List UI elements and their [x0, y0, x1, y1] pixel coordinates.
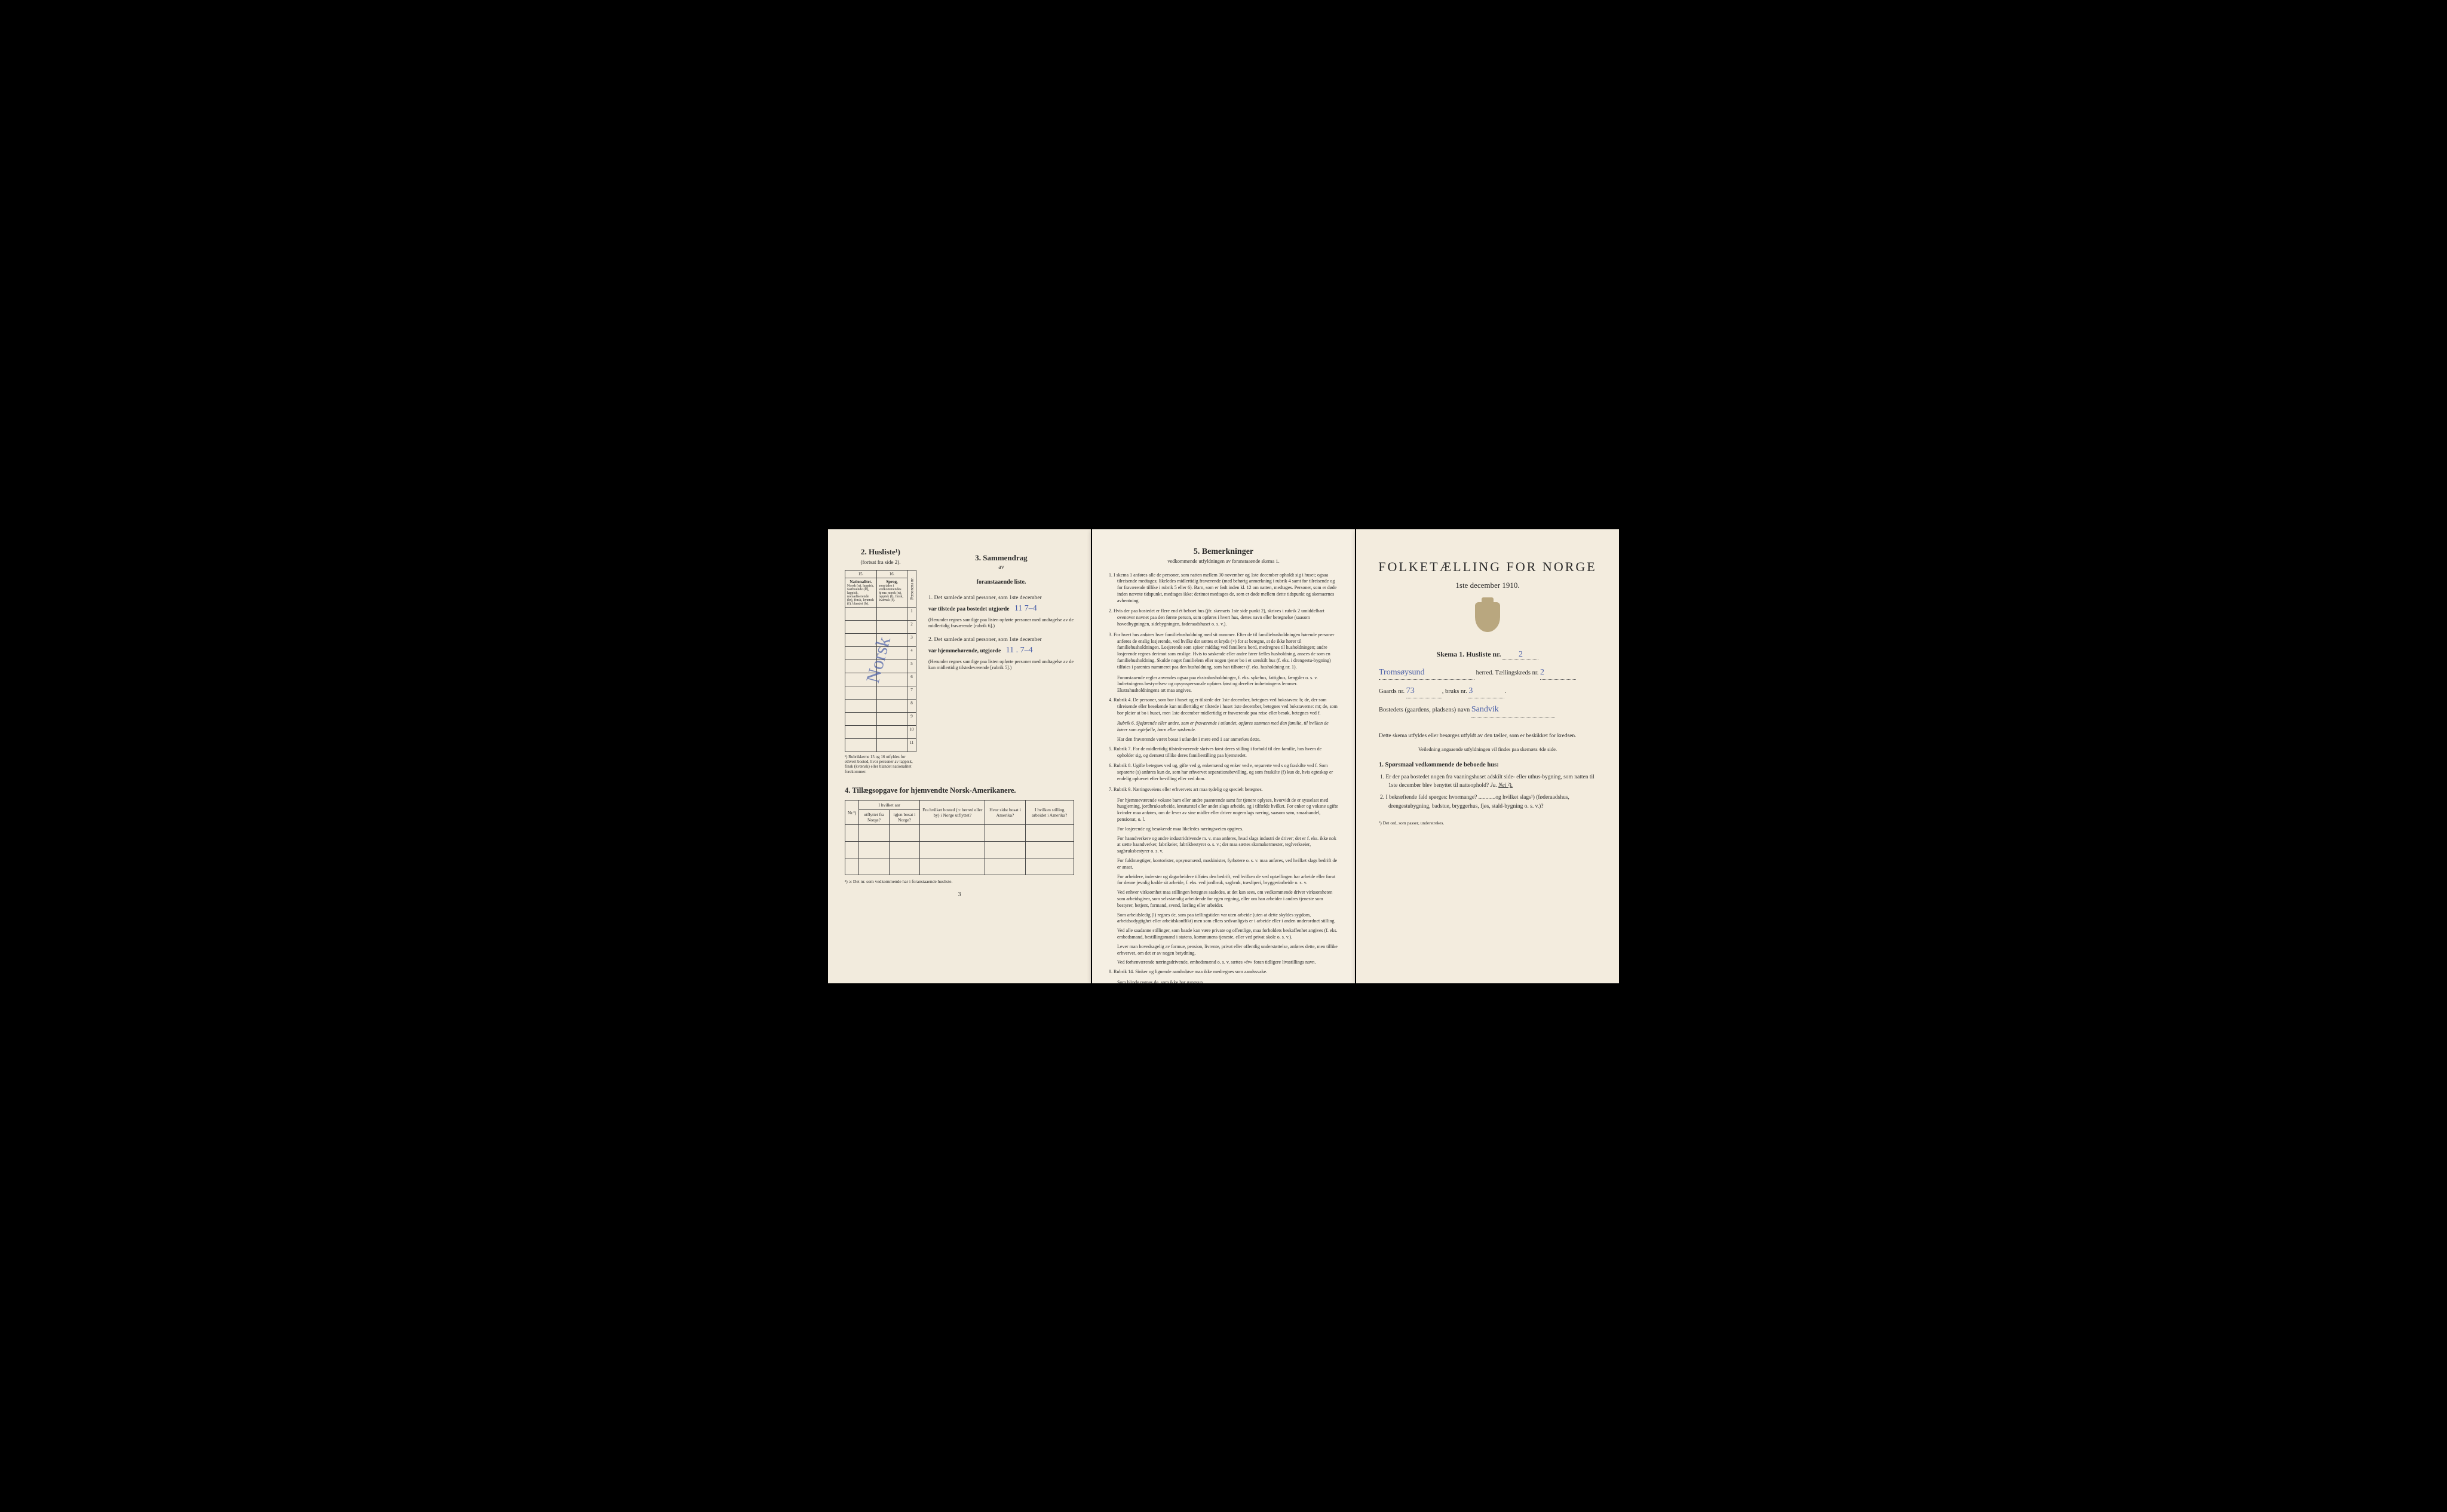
- page-number-3: 3: [845, 891, 1074, 898]
- table-footnote-1: ¹) Rubrikkerne 15 og 16 utfyldes for eth…: [845, 755, 916, 775]
- remark-item: 1. I skema 1 anføres alle de personer, s…: [1109, 572, 1338, 605]
- remark-sub: For fuldmægtiger, kontorister, opsynsmæn…: [1117, 858, 1338, 871]
- col-16-header: 16.: [876, 570, 907, 578]
- remark-sub: Som blinde regnes de, som ikke har gangs…: [1117, 980, 1338, 983]
- husliste-column: 2. Husliste¹) (fortsat fra side 2). 15. …: [845, 547, 916, 775]
- remark-item: 2. Hvis der paa bostedet er flere end ét…: [1109, 608, 1338, 627]
- gaards-nr-value: 73: [1406, 685, 1442, 698]
- footnote-2: ²) ɔ: Det nr. som vedkommende har i fora…: [845, 879, 1074, 884]
- remark-item: 4. Rubrik 4. De personer, som bor i huse…: [1109, 697, 1338, 716]
- fill-tilstede: 11 7–4: [1014, 604, 1037, 613]
- page-3: 2. Husliste¹) (fortsat fra side 2). 15. …: [828, 529, 1091, 983]
- remarks-list: 1. I skema 1 anføres alle de personer, s…: [1109, 572, 1338, 983]
- remark-item: 6. Rubrik 8. Ugifte betegnes ved ug, gif…: [1109, 763, 1338, 782]
- remark-sub: Lever man hovedsagelig av formue, pensio…: [1117, 944, 1338, 957]
- remark-sub: For haandverkere og andre industridriven…: [1117, 836, 1338, 855]
- page-cover: FOLKETÆLLING FOR NORGE 1ste december 191…: [1356, 529, 1619, 983]
- remark-sub: Ved alle saadanne stillinger, som baade …: [1117, 928, 1338, 941]
- amerikanere-table: Nr.²) I hvilket aar Fra hvilket bosted (…: [845, 800, 1074, 875]
- kreds-nr-value: 2: [1540, 666, 1576, 680]
- remark-sub: Rubrik 6. Sjøfarende eller andre, som er…: [1117, 720, 1338, 734]
- remark-sub: Som arbeidsledig (l) regnes de, som paa …: [1117, 912, 1338, 925]
- remark-sub: Foranstaaende regler anvendes ogsaa paa …: [1117, 675, 1338, 694]
- remark-sub: Ved enhver virksomhet maa stillingen bet…: [1117, 890, 1338, 909]
- husliste-nr-value: 2: [1502, 650, 1538, 660]
- summary-item-1: 1. Det samlede antal personer, som 1ste …: [928, 594, 1074, 630]
- fill-hjemme: 11 . 7–4: [1006, 646, 1033, 655]
- skema-line: Skema 1. Husliste nr. 2: [1373, 650, 1602, 660]
- remark-sub: For arbeidere, inderster og dagarbeidere…: [1117, 874, 1338, 887]
- nationality-table: 15. 16. Personens nr. Nationalitet. Nors…: [845, 570, 916, 752]
- question-2: 2. I bekræftende fald spørges: hvormange…: [1388, 793, 1596, 811]
- section-3-sammendrag: 3. Sammendrag av foranstaaende liste. 1.…: [922, 547, 1074, 775]
- main-title: FOLKETÆLLING FOR NORGE: [1373, 559, 1602, 575]
- remark-sub: For losjerende og besøkende maa likelede…: [1117, 826, 1338, 833]
- herred-value: Tromsøysund: [1379, 666, 1474, 680]
- remark-item: 5. Rubrik 7. For de midlertidig tilstede…: [1109, 746, 1338, 759]
- remark-item: 3. For hvert hus anføres hver familiehus…: [1109, 632, 1338, 671]
- footnote-right: ²) Det ord, som passer, understrekes.: [1379, 820, 1596, 826]
- question-1: 1. Er der paa bostedet nogen fra vaaning…: [1388, 773, 1596, 790]
- census-date: 1ste december 1910.: [1373, 581, 1602, 590]
- remark-item: 8. Rubrik 14. Sinker og lignende aandssl…: [1109, 969, 1338, 976]
- remark-sub: Har den fraværende været bosat i utlande…: [1117, 737, 1338, 743]
- summary-item-2: 2. Det samlede antal personer, som 1ste …: [928, 636, 1074, 671]
- col-nationalitet: Nationalitet. Norsk (n), lappisk, fastbo…: [845, 578, 877, 607]
- section-4-title: 4. Tillægsopgave for hjemvendte Norsk-Am…: [845, 786, 1074, 795]
- instructions-sub: Veiledning angaaende utfyldningen vil fi…: [1373, 746, 1602, 752]
- coat-of-arms-icon: [1373, 602, 1602, 633]
- location-block: Tromsøysund herred. Tællingskreds nr. 2 …: [1379, 666, 1596, 717]
- remark-sub: Ved forhenværende næringsdrivende, embed…: [1117, 959, 1338, 966]
- col-15-header: 15.: [845, 570, 877, 578]
- instructions: Dette skema utfyldes eller besørges utfy…: [1379, 732, 1596, 740]
- section-5-title: 5. Bemerkninger: [1109, 547, 1338, 557]
- remark-item: 7. Rubrik 9. Næringsveiens eller erhverv…: [1109, 787, 1338, 793]
- section-2-subheader: (fortsat fra side 2).: [845, 559, 916, 565]
- section-5-subtitle: vedkommende utfyldningen av foranstaaend…: [1109, 558, 1338, 564]
- bruks-nr-value: 3: [1468, 685, 1504, 698]
- col-sprog: Sprog, som tales i vedkommendes hjem: no…: [876, 578, 907, 607]
- remark-sub: For hjemmeværende voksne barn eller andr…: [1117, 798, 1338, 823]
- section-2-header: 2. Husliste¹): [845, 547, 916, 557]
- bosted-value: Sandvik: [1471, 703, 1555, 717]
- document-spread: 2. Husliste¹) (fortsat fra side 2). 15. …: [804, 505, 1643, 1007]
- answer-nei: Nei ²).: [1498, 783, 1513, 789]
- col-person-nr: Personens nr.: [907, 570, 916, 607]
- question-header: 1. Spørsmaal vedkommende de beboede hus:: [1379, 762, 1596, 768]
- page-4: 5. Bemerkninger vedkommende utfyldningen…: [1092, 529, 1355, 983]
